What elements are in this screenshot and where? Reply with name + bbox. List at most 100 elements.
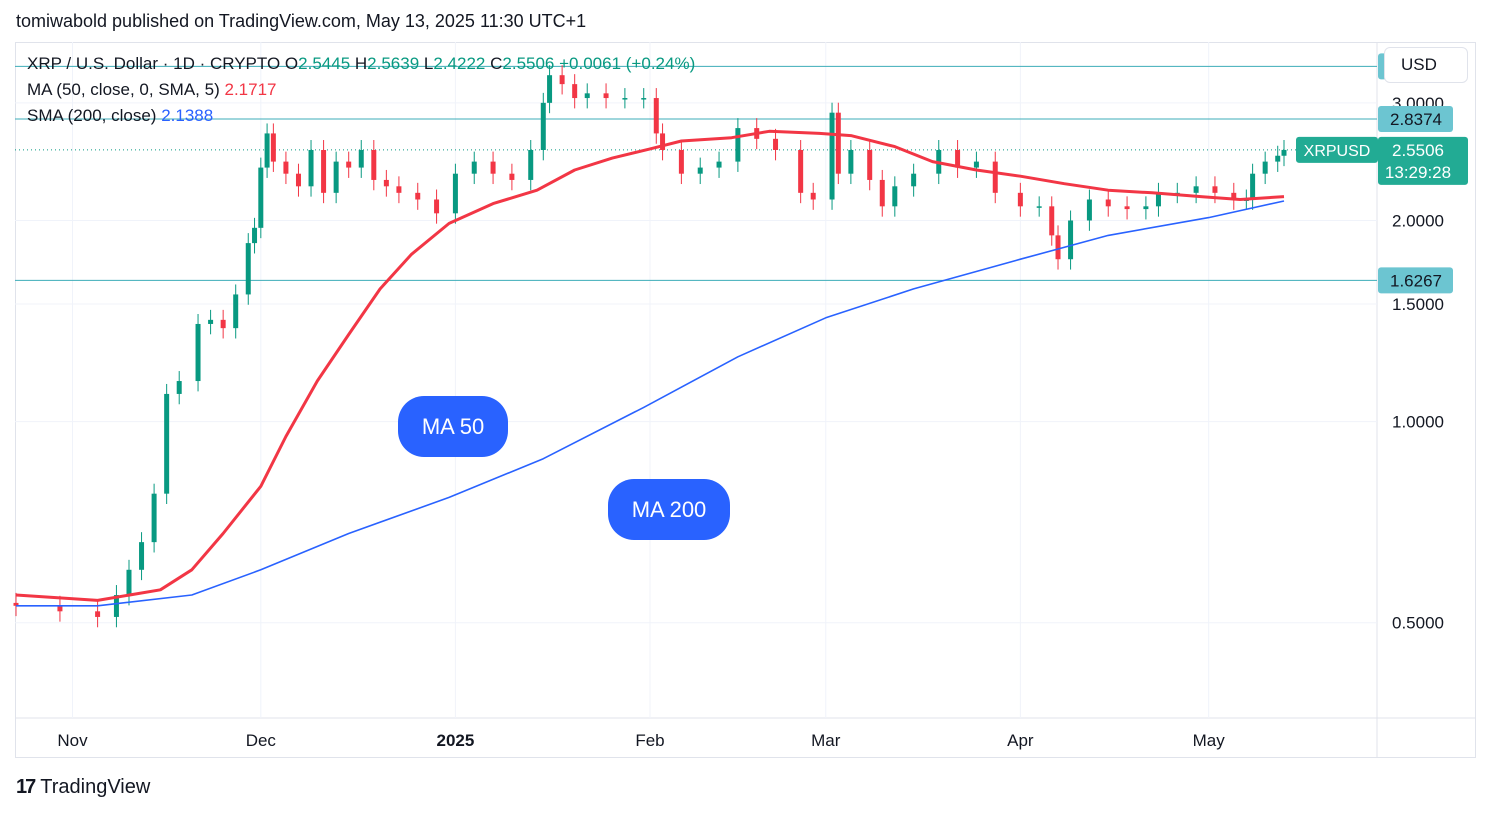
candle-body: [1017, 192, 1023, 207]
candle-body: [835, 112, 841, 174]
legend-low-label: L: [423, 54, 434, 73]
candle-body: [95, 611, 101, 617]
legend-sma200-label: SMA (200, close): [27, 106, 157, 125]
candle-body: [1193, 186, 1199, 193]
candle-body: [973, 161, 979, 168]
candle-body: [1281, 149, 1287, 156]
candle-body: [264, 133, 270, 168]
level-tag-label: 2.8374: [1390, 110, 1442, 129]
candle-body: [371, 149, 377, 180]
candle-body: [13, 602, 19, 606]
candle-body: [622, 98, 628, 100]
y-tick-label: 2.0000: [1392, 211, 1444, 230]
candle-body: [509, 173, 515, 180]
candle-body: [559, 75, 565, 85]
footer-brand-label: TradingView: [40, 776, 151, 798]
legend-close: 2.5506: [502, 54, 555, 73]
candle-body: [321, 149, 327, 193]
legend-high-label: H: [354, 54, 368, 73]
candle-body: [1250, 173, 1256, 200]
candle-body: [1275, 155, 1281, 162]
candle-body: [584, 93, 590, 99]
candle-body: [1143, 206, 1149, 210]
last-price-tag: [1378, 136, 1468, 185]
candle-body: [434, 199, 440, 214]
legend-low: 2.4222: [433, 54, 486, 73]
candle-body: [358, 149, 364, 168]
candle-body: [660, 133, 666, 150]
candle-body: [208, 319, 214, 324]
candle-body: [252, 227, 258, 244]
candle-body: [528, 149, 534, 180]
candle-body: [57, 605, 63, 612]
legend-change: +0.0061 (+0.24%): [559, 54, 696, 73]
candle-body: [1036, 206, 1042, 208]
level-tag-label: 1.6267: [1390, 271, 1442, 290]
x-tick-label: May: [1193, 731, 1226, 750]
candle-body: [678, 149, 684, 174]
candle-body: [295, 173, 301, 187]
x-tick-label: Apr: [1007, 731, 1034, 750]
footer-brand[interactable]: 17 TradingView: [16, 776, 150, 799]
ma50-line: [15, 129, 1285, 602]
candle-body: [1262, 161, 1268, 174]
ma50-annotation: MA 50: [398, 396, 508, 457]
candle-body: [452, 173, 458, 214]
legend-ohlc: XRP / U.S. Dollar · 1D · CRYPTO O2.5445 …: [27, 54, 695, 74]
legend-symbol: XRP / U.S. Dollar · 1D · CRYPTO: [27, 54, 281, 73]
candle-body: [867, 149, 873, 180]
y-tick-label: 1.0000: [1392, 413, 1444, 432]
candle-body: [283, 161, 289, 174]
candle-body: [1155, 192, 1161, 207]
y-tick-label: 1.5000: [1392, 295, 1444, 314]
candle-body: [346, 161, 352, 168]
candle-body: [195, 323, 201, 382]
candle-body: [716, 161, 722, 168]
candle-body: [892, 186, 898, 207]
x-tick-label: Nov: [57, 731, 88, 750]
candle-body: [151, 493, 157, 543]
chart-frame: [15, 42, 1476, 758]
candle-body: [829, 112, 835, 200]
candle-body: [220, 319, 226, 329]
legend-ma50-label: MA (50, close, 0, SMA, 5): [27, 80, 220, 99]
candle-body: [164, 393, 170, 494]
candle-body: [490, 161, 496, 174]
legend-close-label: C: [490, 54, 503, 73]
countdown-label: 13:29:28: [1385, 163, 1451, 182]
symbol-tag: [1296, 136, 1378, 163]
x-tick-label: 2025: [436, 731, 474, 750]
candle-body: [848, 149, 854, 174]
candle-body: [810, 192, 816, 200]
candle-body: [270, 133, 276, 162]
candle-body: [911, 173, 917, 187]
candle-body: [879, 179, 885, 207]
candle-body: [773, 138, 779, 150]
currency-button[interactable]: USD: [1384, 47, 1468, 83]
x-tick-label: Dec: [246, 731, 277, 750]
candle-body: [572, 84, 578, 99]
candle-body: [383, 179, 389, 187]
legend-sma200-value: 2.1388: [161, 106, 214, 125]
candle-body: [653, 98, 659, 134]
legend-open: 2.5445: [298, 54, 351, 73]
x-tick-label: Mar: [811, 731, 841, 750]
candle-body: [1086, 199, 1092, 221]
candle-body: [1231, 192, 1237, 200]
published-byline: tomiwabold published on TradingView.com,…: [16, 11, 587, 31]
candle-body: [798, 149, 804, 193]
candle-body: [233, 294, 239, 329]
candle-body: [992, 161, 998, 193]
candle-body: [471, 161, 477, 174]
candle-body: [139, 542, 145, 570]
candle-body: [1055, 235, 1061, 260]
legend-sma200[interactable]: SMA (200, close) 2.1388: [27, 106, 213, 126]
level-tag: [1378, 267, 1453, 294]
candle-body: [955, 149, 961, 168]
y-tick-label: 0.5000: [1392, 614, 1444, 633]
legend-ma50[interactable]: MA (50, close, 0, SMA, 5) 2.1717: [27, 80, 276, 100]
candle-body: [245, 243, 251, 295]
candle-body: [113, 595, 119, 617]
candle-body: [333, 161, 339, 193]
